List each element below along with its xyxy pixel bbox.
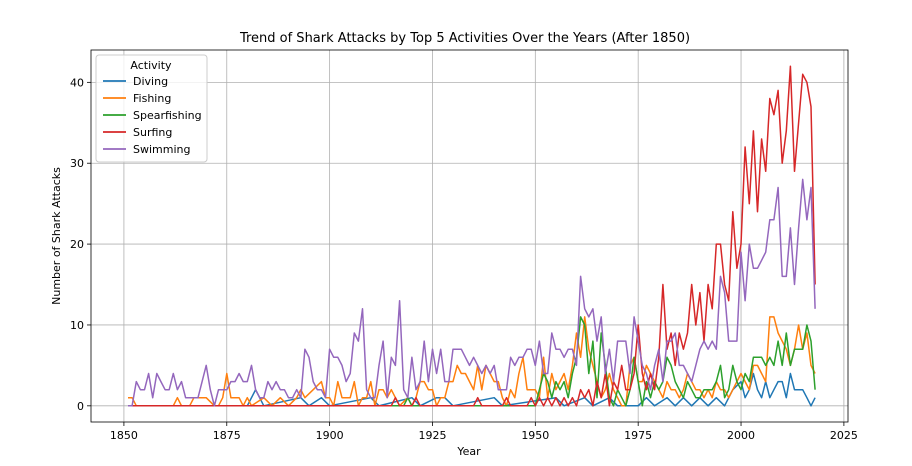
plot-area-frame	[90, 49, 849, 423]
legend-title: Activity	[130, 59, 172, 72]
legend-label-swimming: Swimming	[133, 143, 190, 156]
legend: Activity Diving Fishing Spearfishing Surfin…	[95, 54, 208, 163]
x-tick-label: 1900	[316, 429, 344, 442]
x-axis-ticks: 1850 1875 1900 1925 1950 1975 2000 2025	[110, 422, 858, 442]
x-tick-label: 2000	[727, 429, 755, 442]
series-lines	[128, 65, 816, 407]
x-tick-label: 1850	[110, 429, 138, 442]
x-axis-label: Year	[456, 445, 481, 458]
x-tick-label: 1975	[624, 429, 652, 442]
y-tick-label: 0	[77, 400, 84, 413]
series-line-diving	[132, 372, 816, 407]
y-tick-label: 10	[70, 319, 84, 332]
legend-label-diving: Diving	[133, 75, 168, 88]
chart-title: Trend of Shark Attacks by Top 5 Activiti…	[239, 31, 690, 46]
x-tick-label: 1875	[213, 429, 241, 442]
legend-label-surfing: Surfing	[133, 126, 172, 139]
y-axis-label: Number of Shark Attacks	[50, 167, 63, 305]
y-axis-ticks: 0 10 20 30 40	[70, 76, 91, 413]
y-tick-label: 40	[70, 76, 84, 89]
x-tick-label: 1950	[521, 429, 549, 442]
legend-label-spearfishing: Spearfishing	[133, 109, 202, 122]
y-tick-label: 30	[70, 157, 84, 170]
series-line-swimming	[128, 178, 816, 407]
x-tick-label: 2025	[830, 429, 858, 442]
x-tick-label: 1925	[418, 429, 446, 442]
legend-entries: Diving Fishing Spearfishing Surfing Swimming	[103, 75, 202, 156]
y-tick-label: 20	[70, 238, 84, 251]
series-line-spearfishing	[391, 316, 816, 407]
legend-label-fishing: Fishing	[133, 92, 171, 105]
series-line-surfing	[132, 65, 816, 407]
